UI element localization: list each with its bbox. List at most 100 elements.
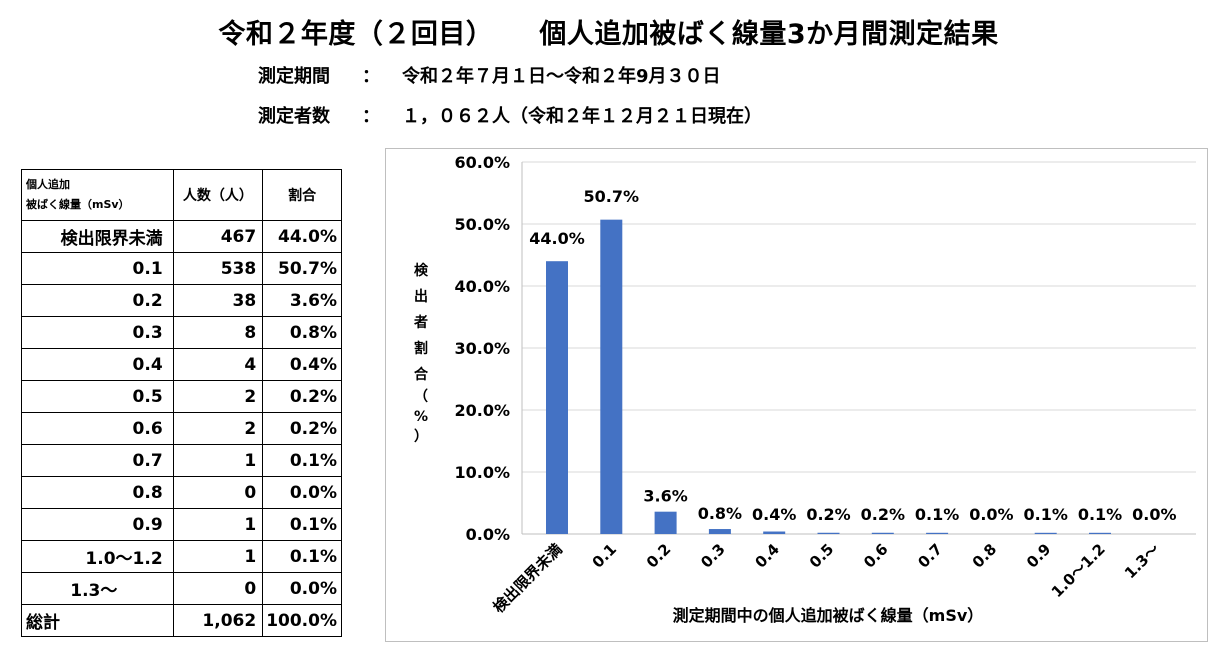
- page-title: 令和２年度（２回目） 個人追加被ばく線量3か月間測定結果: [0, 12, 1217, 51]
- x-tick-label: 0.2: [643, 540, 675, 572]
- bar: [708, 529, 731, 534]
- y-axis-label-char: ）: [414, 429, 428, 445]
- y-tick-label: 40.0%: [454, 277, 510, 296]
- bar: [600, 219, 623, 534]
- people-cell: 0: [172, 572, 264, 605]
- count-value: １，０６２人（令和２年１２月２１日現在）: [402, 106, 762, 127]
- period-label: 測定期間: [258, 66, 330, 87]
- x-tick-label: 0.6: [860, 540, 892, 572]
- x-tick-label: 0.1: [589, 540, 621, 572]
- x-tick-label: 0.3: [697, 540, 729, 572]
- ratio-cell: 0.1%: [262, 540, 342, 573]
- period-value: 令和２年７月１日～令和２年9月３０日: [402, 66, 721, 87]
- bar: [654, 511, 677, 534]
- people-cell: 2: [172, 412, 264, 445]
- table-row: 0.1 538 50.7%: [21, 252, 342, 285]
- table-row: 0.6 2 0.2%: [21, 412, 342, 445]
- y-axis-label-char: （: [414, 389, 428, 405]
- x-tick-label: 1.0～1.2: [1048, 540, 1109, 601]
- ratio-cell: 0.2%: [262, 412, 342, 445]
- ratio-cell: 0.4%: [262, 348, 342, 381]
- ratio-cell: 0.0%: [262, 572, 342, 605]
- data-label: 0.2%: [806, 505, 850, 524]
- ratio-cell: 50.7%: [262, 252, 342, 285]
- total-people: 1,062: [172, 604, 264, 637]
- x-tick-label: 0.5: [806, 540, 838, 572]
- x-tick-label: 検出限界未満: [489, 540, 565, 616]
- y-axis-label-char: 割: [414, 341, 428, 357]
- bar: [1034, 532, 1057, 534]
- bar: [817, 532, 840, 534]
- y-tick-label: 20.0%: [454, 401, 510, 420]
- ratio-cell: 0.8%: [262, 316, 342, 349]
- dose-cell: 1.0～1.2: [21, 540, 174, 573]
- y-tick-label: 60.0%: [454, 153, 510, 172]
- y-axis-label-char: 合: [414, 367, 428, 383]
- dose-cell: 0.3: [21, 316, 174, 349]
- y-tick-label: 0.0%: [466, 525, 510, 544]
- ratio-cell: 0.1%: [262, 444, 342, 477]
- dose-cell: 0.7: [21, 444, 174, 477]
- people-cell: 1: [172, 508, 264, 541]
- title-fiscal-year: 令和２年度（２回目）: [218, 19, 494, 50]
- measurement-period: 測定期間 ： 令和２年７月１日～令和２年9月３０日: [258, 62, 721, 88]
- header-dose-line2: 被ばく線量（mSv）: [26, 198, 130, 211]
- x-tick-label: 0.4: [752, 540, 784, 572]
- dose-cell: 検出限界未満: [21, 220, 174, 253]
- bar: [546, 261, 568, 534]
- data-label: 0.1%: [1078, 505, 1122, 524]
- ratio-cell: 3.6%: [262, 284, 342, 317]
- bar: [871, 532, 894, 534]
- bar: [763, 531, 786, 534]
- y-tick-label: 10.0%: [454, 463, 510, 482]
- table-row: 0.8 0 0.0%: [21, 476, 342, 509]
- period-colon: ：: [362, 66, 380, 87]
- data-label: 0.1%: [1024, 505, 1068, 524]
- dose-cell: 1.3～: [21, 572, 174, 605]
- table-total-row: 総計 1,062 100.0%: [21, 604, 342, 637]
- data-label: 50.7%: [584, 187, 640, 206]
- dose-cell: 0.1: [21, 252, 174, 285]
- bar: [1089, 532, 1111, 534]
- table-row: 0.4 4 0.4%: [21, 348, 342, 381]
- people-cell: 467: [172, 220, 264, 253]
- table-row: 1.3～ 0 0.0%: [21, 572, 342, 605]
- measured-count: 測定者数 ： １，０６２人（令和２年１２月２１日現在）: [258, 102, 762, 128]
- y-tick-label: 50.0%: [454, 215, 510, 234]
- title-subject: 個人追加被ばく線量3か月間測定結果: [539, 19, 999, 50]
- bar: [926, 532, 949, 534]
- data-label: 0.2%: [861, 505, 905, 524]
- data-label: 0.1%: [915, 505, 959, 524]
- people-cell: 38: [172, 284, 264, 317]
- data-label: 0.0%: [969, 505, 1013, 524]
- count-colon: ：: [362, 106, 380, 127]
- table-row: 0.9 1 0.1%: [21, 508, 342, 541]
- table-row: 0.3 8 0.8%: [21, 316, 342, 349]
- x-tick-label: 0.7: [914, 540, 946, 572]
- table-row: 検出限界未満 467 44.0%: [21, 220, 342, 253]
- header-dose-line1: 個人追加: [26, 178, 70, 191]
- total-label: 総計: [21, 604, 174, 637]
- dose-cell: 0.5: [21, 380, 174, 413]
- y-tick-label: 30.0%: [454, 339, 510, 358]
- dose-cell: 0.8: [21, 476, 174, 509]
- x-tick-label: 0.8: [969, 540, 1001, 572]
- y-axis-label: 検 出 者 割 合 （ % ）: [410, 258, 432, 446]
- table-row: 0.7 1 0.1%: [21, 444, 342, 477]
- x-tick-label: 0.9: [1023, 540, 1055, 572]
- ratio-cell: 44.0%: [262, 220, 342, 253]
- total-ratio: 100.0%: [262, 604, 342, 637]
- count-label: 測定者数: [258, 106, 330, 127]
- y-axis-label-char: 検: [414, 263, 428, 279]
- data-label: 0.0%: [1132, 505, 1176, 524]
- x-tick-label: 1.3～: [1121, 540, 1163, 582]
- x-axis-title: 測定期間中の個人追加被ばく線量（mSv）: [673, 606, 984, 625]
- people-cell: 2: [172, 380, 264, 413]
- people-cell: 4: [172, 348, 264, 381]
- data-label: 44.0%: [529, 229, 585, 248]
- table-row: 0.5 2 0.2%: [21, 380, 342, 413]
- y-axis-label-char: 者: [414, 315, 428, 331]
- data-label: 3.6%: [643, 487, 687, 506]
- ratio-cell: 0.1%: [262, 508, 342, 541]
